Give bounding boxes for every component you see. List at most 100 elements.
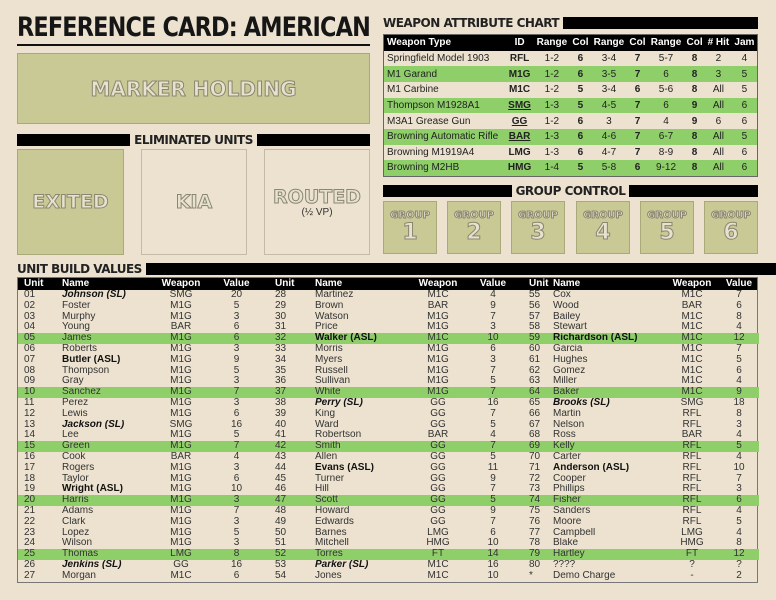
unit-id: 75 [529,505,541,516]
weapon-type: Browning Automatic Rifle [383,128,506,145]
unit-name: Taylor [62,473,89,484]
weapon-row: M1 Carbine M1C 1-2 5 3-4 6 5-6 8 All 5 [384,82,758,98]
unit-weapon: HMG [680,538,704,549]
unit-name: Baker [553,387,580,398]
unit-name: Walker (ASL) [315,333,377,344]
unit-row: 26 Jenkins (SL) GG 16 [18,560,261,571]
unit-row: 75 Sanders RFL 4 [517,506,759,517]
unit-row: 28 Martinez M1C 4 [261,290,517,301]
unit-row: 47 Scott GG 5 [261,495,517,506]
unit-id: 54 [275,570,287,581]
weapon-id: SMG [505,97,534,114]
weapon-id: BAR [505,128,534,145]
unit-name: Gray [62,376,84,387]
unit-header-group: Unit Name Weapon Value [517,278,759,290]
unit-row: 55 Cox M1C 7 [517,290,759,301]
unit-value: 16 [230,419,243,430]
unit-id: 63 [529,376,541,387]
unit-row: 64 Baker M1C 9 [517,387,759,398]
unit-name: Roberts [62,343,98,354]
unit-id: 51 [275,538,287,549]
unit-name: Barnes [315,527,347,538]
unit-row: 71 Anderson (ASL) RFL 10 [517,463,759,474]
unit-row: 21 Adams M1G 7 [18,506,261,517]
weapon-attr: 8 [684,66,706,82]
group-5-box[interactable]: GROUP 5 [640,201,694,254]
unit-value: 4 [490,430,496,441]
unit-weapon: BAR [681,300,703,311]
unit-name: Perez [62,397,89,408]
unit-weapon: M1G [427,322,449,333]
column-header: Weapon Type [383,34,506,51]
unit-row: 61 Hughes M1C 5 [517,355,759,366]
unit-weapon: M1C [681,333,703,344]
unit-name: Blake [553,538,579,549]
unit-row: 62 Gomez M1C 6 [517,366,759,377]
unit-weapon: GG [430,408,446,419]
group-3-box[interactable]: GROUP 3 [511,201,565,254]
weapon-row: M1 Garand M1G 1-2 6 3-5 7 6 8 3 5 [383,66,758,82]
marker-holding-area[interactable]: MARKER HOLDING [17,53,370,124]
weapon-row: Browning M1919A4 LMG 1-3 6 4-7 7 8-9 8 All 6 [384,145,758,161]
group-4-box[interactable]: GROUP 4 [576,201,630,254]
unit-weapon: GG [430,495,446,506]
unit-value: 20 [230,290,243,300]
weapon-attr: All [705,160,732,176]
column-header: Range [533,34,570,51]
unit-id: 57 [529,311,541,322]
unit-weapon: RFL [682,505,702,516]
weapon-attr: 5-6 [658,84,674,96]
unit-name: Butler (ASL) [62,354,121,365]
unit-id: 32 [275,333,287,344]
weapon-attr: 1-2 [533,66,570,82]
weapon-id: HMG [505,160,534,176]
column-header: Name [315,278,343,289]
unit-column: 55 Cox M1C 7 56 Wood BAR 6 57 Bailey M1C 8 58 Stewart… [517,290,759,582]
group-6-box[interactable]: GROUP 6 [704,201,758,254]
unit-name: Harris [62,495,89,506]
unit-value: 3 [490,322,496,333]
unit-row: 66 Martin RFL 8 [517,409,759,420]
group-label: GROUP [583,210,624,222]
unit-name: Gomez [553,365,586,376]
weapon-id: M1G [505,66,534,82]
unit-weapon: LMG [681,527,703,538]
kia-box[interactable]: KIA [141,149,247,255]
unit-id: 07 [24,354,36,365]
unit-row: 17 Rogers M1G 3 [18,463,261,474]
weapon-attr: 1-3 [533,128,570,145]
group-1-box[interactable]: GROUP 1 [383,201,437,254]
unit-id: 55 [529,290,541,300]
group-2-box[interactable]: GROUP 2 [447,201,501,254]
column-header: Weapon [672,278,712,289]
unit-row: 22 Clark M1G 3 [18,517,261,528]
unit-value: 9 [490,505,496,516]
unit-id: 50 [275,527,287,538]
weapon-attr: 5 [569,97,591,114]
unit-name: Robertson [315,430,362,441]
weapon-attr: 1-4 [533,160,570,176]
unit-row: 49 Edwards GG 7 [261,517,517,528]
unit-row: 52 Torres FT 14 [261,549,517,560]
unit-row: 30 Watson M1G 7 [261,312,517,323]
unit-weapon: GG [430,397,446,408]
unit-weapon: M1C [427,290,449,300]
unit-weapon: M1G [170,527,192,538]
unit-id: 30 [275,311,287,322]
unit-value: 9 [736,387,742,398]
unit-weapon: M1G [170,408,192,419]
unit-weapon: BAR [170,451,192,462]
unit-weapon: ? [689,559,695,570]
unit-weapon: M1G [170,462,192,473]
unit-row: 76 Moore RFL 5 [517,517,759,528]
unit-name: Turner [315,473,345,484]
unit-weapon: RFL [682,451,702,462]
unit-name: Demo Charge [553,570,616,581]
unit-value: 5 [490,376,496,387]
unit-value: 6 [736,365,742,376]
unit-weapon: GG [430,505,446,516]
routed-box[interactable]: ROUTED (½ VP) [264,149,370,255]
column-header: Col [684,34,706,51]
exited-box[interactable]: EXITED [17,149,124,255]
kia-label: KIA [175,191,213,214]
